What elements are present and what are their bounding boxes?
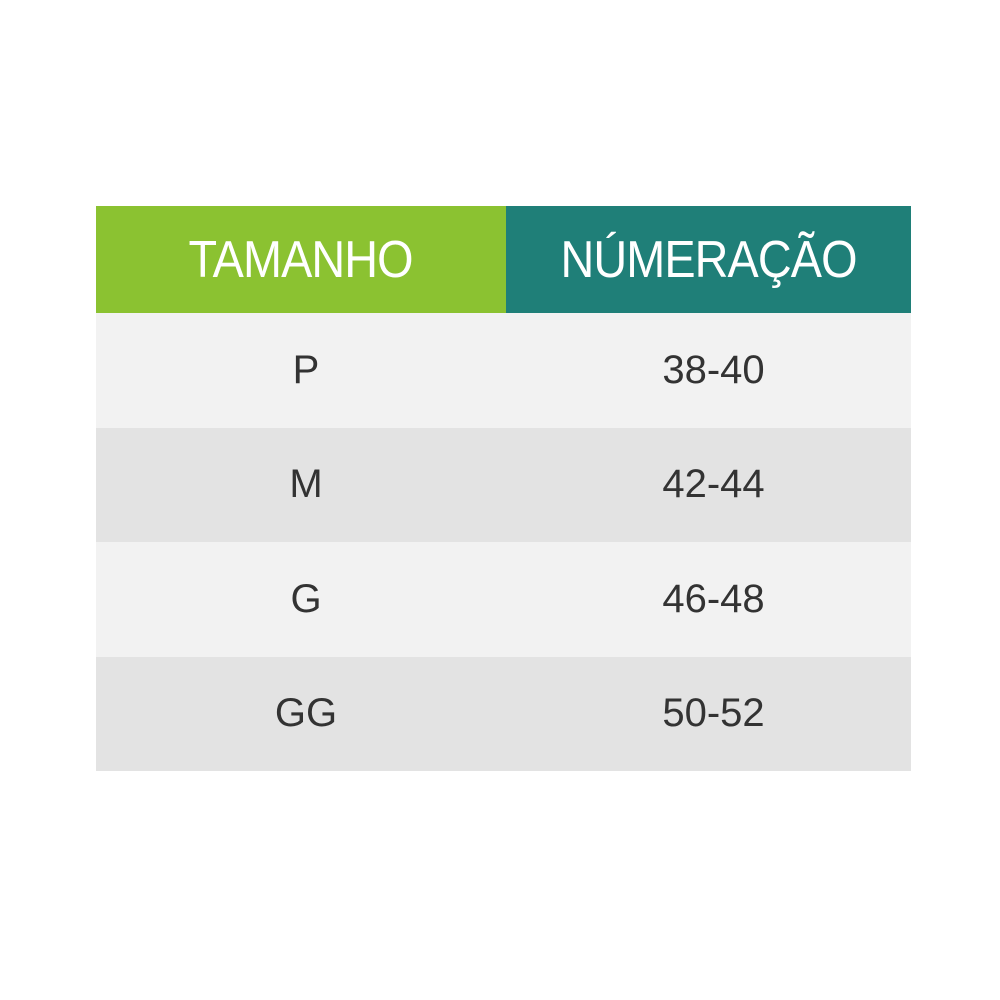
size-cell: M xyxy=(289,462,323,507)
table-row: P 38-40 xyxy=(96,313,911,428)
size-table: TAMANHO NÚMERAÇÃO P 38-40 M 42-44 G 46-4… xyxy=(96,206,911,771)
table-row: GG 50-52 xyxy=(96,656,911,771)
range-cell: 46-48 xyxy=(662,576,765,621)
table-header: TAMANHO NÚMERAÇÃO xyxy=(96,206,911,313)
table-row: M 42-44 xyxy=(96,427,911,542)
range-cell: 38-40 xyxy=(662,347,765,392)
table-row: G 46-48 xyxy=(96,542,911,657)
size-cell: G xyxy=(290,576,322,621)
header-cell-numbering: NÚMERAÇÃO xyxy=(506,206,911,313)
header-cell-size: TAMANHO xyxy=(96,206,506,313)
header-numbering-label: NÚMERAÇÃO xyxy=(560,230,857,289)
size-cell: GG xyxy=(274,691,338,736)
range-cell: 42-44 xyxy=(662,462,765,507)
range-cell: 50-52 xyxy=(662,691,765,736)
size-cell: P xyxy=(292,347,320,392)
header-size-label: TAMANHO xyxy=(188,230,414,289)
